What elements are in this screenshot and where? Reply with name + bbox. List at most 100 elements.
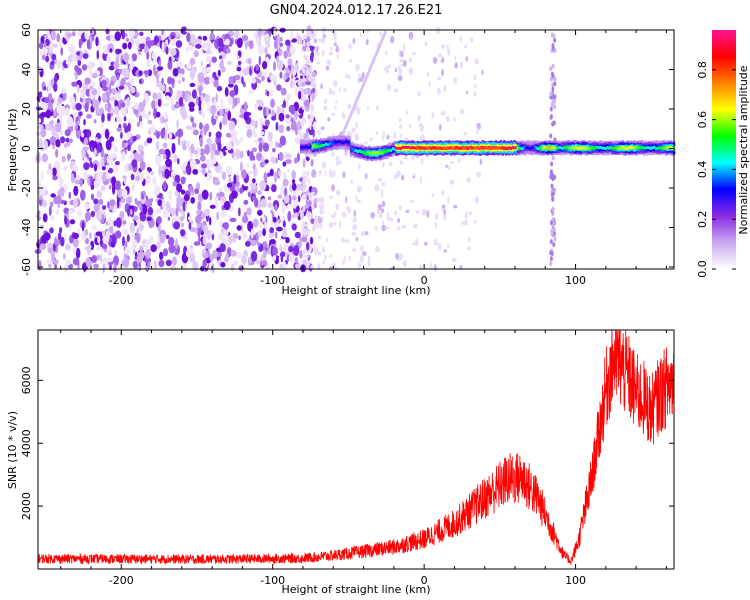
heatmap-cell — [139, 245, 144, 252]
heatmap-cell — [177, 79, 181, 85]
heatmap-cell — [213, 76, 219, 81]
heatmap-cell — [305, 57, 309, 66]
heatmap-cell — [83, 119, 86, 126]
heatmap-cell — [284, 159, 292, 164]
heatmap-cell — [328, 222, 334, 229]
heatmap-cell — [489, 146, 492, 150]
heatmap-cell — [308, 145, 311, 149]
heatmap-cell — [114, 230, 122, 239]
heatmap-cell — [405, 209, 410, 213]
heatmap-cell — [589, 147, 593, 150]
heatmap-cell — [401, 146, 404, 149]
heatmap-cell — [663, 146, 666, 150]
heatmap-cell — [155, 131, 160, 139]
heatmap-cell — [664, 146, 668, 150]
heatmap-cell — [198, 110, 203, 115]
heatmap-cell — [232, 237, 237, 243]
heatmap-cell — [303, 146, 306, 149]
colorbar-label: Normalized spectral amplitude — [737, 65, 750, 234]
heatmap-cell — [122, 228, 129, 235]
heatmap-cell — [596, 146, 599, 149]
y-tick-label: -60 — [20, 258, 33, 276]
heatmap-cell — [156, 72, 160, 83]
heatmap-cell — [303, 134, 308, 140]
heatmap-cell — [180, 189, 186, 195]
heatmap-cell — [288, 245, 294, 253]
heatmap-cell — [75, 102, 82, 111]
heatmap-cell — [282, 220, 286, 228]
heatmap-cell — [82, 146, 89, 151]
heatmap-cell — [659, 146, 663, 150]
heatmap-cell — [231, 263, 235, 272]
heatmap-cell — [126, 96, 131, 107]
heatmap-cell — [321, 144, 324, 147]
heatmap-cell — [83, 137, 88, 146]
heatmap-cell — [118, 85, 125, 90]
heatmap-cell — [201, 112, 206, 119]
heatmap-cell — [178, 73, 184, 79]
heatmap-cell — [159, 251, 164, 261]
heatmap-cell — [298, 195, 301, 203]
heatmap-cell — [262, 228, 266, 237]
x-tick-label: 0 — [421, 574, 428, 587]
heatmap-cell — [170, 152, 175, 162]
heatmap-cell — [217, 69, 221, 77]
heatmap-cell — [213, 180, 221, 186]
heatmap-cell — [228, 177, 232, 185]
heatmap-cell — [100, 158, 105, 167]
y-tick-label: 0 — [20, 145, 33, 152]
heatmap-cell — [310, 103, 315, 112]
heatmap-cell — [393, 131, 397, 139]
heatmap-cell — [553, 104, 557, 110]
heatmap-cell — [463, 44, 468, 49]
heatmap-cell — [289, 45, 296, 55]
heatmap-cell — [67, 153, 70, 162]
heatmap-cell — [397, 218, 401, 223]
heatmap-cell — [301, 104, 305, 110]
heatmap-cell — [200, 155, 206, 162]
heatmap-cell — [313, 247, 319, 255]
heatmap-cell — [470, 37, 474, 43]
heatmap-cell — [361, 72, 365, 80]
heatmap-cell — [257, 190, 263, 196]
heatmap-cell — [553, 146, 556, 150]
heatmap-cell — [350, 179, 353, 185]
heatmap-cell — [421, 146, 424, 150]
heatmap-cell — [168, 236, 175, 247]
heatmap-cell — [314, 89, 318, 98]
heatmap-cell — [93, 163, 98, 172]
heatmap-cell — [641, 146, 644, 150]
heatmap-cell — [235, 174, 240, 184]
heatmap-cell — [264, 46, 268, 55]
heatmap-cell — [48, 205, 52, 216]
heatmap-cell — [509, 147, 513, 150]
heatmap-cell — [106, 154, 114, 165]
heatmap-cell — [206, 229, 212, 240]
heatmap-cell — [313, 215, 319, 221]
heatmap-cell — [447, 165, 451, 170]
heatmap-cell — [173, 221, 181, 230]
heatmap-cell — [551, 192, 555, 197]
heatmap-cell — [122, 236, 125, 247]
heatmap-cell — [213, 79, 219, 88]
heatmap-cell — [95, 36, 99, 47]
heatmap-cell — [77, 209, 82, 217]
heatmap-cell — [236, 225, 242, 231]
heatmap-cell — [330, 142, 333, 145]
heatmap-cell — [462, 146, 465, 150]
heatmap-cell — [271, 184, 277, 193]
heatmap-cell — [247, 89, 255, 95]
heatmap-cell — [287, 58, 293, 66]
x-tick-label: -100 — [260, 574, 285, 587]
heatmap-cell — [157, 98, 162, 107]
snr-x-axis: -200 -100 0 100 — [60, 330, 667, 587]
heatmap-cell — [331, 141, 334, 144]
heatmap-cell — [364, 152, 368, 155]
heatmap-cell — [614, 146, 618, 150]
heatmap-cell — [389, 149, 393, 152]
heatmap-cell — [608, 146, 611, 150]
heatmap-cell — [247, 149, 250, 157]
heatmap-cell — [388, 64, 391, 69]
heatmap-cell — [286, 254, 290, 262]
